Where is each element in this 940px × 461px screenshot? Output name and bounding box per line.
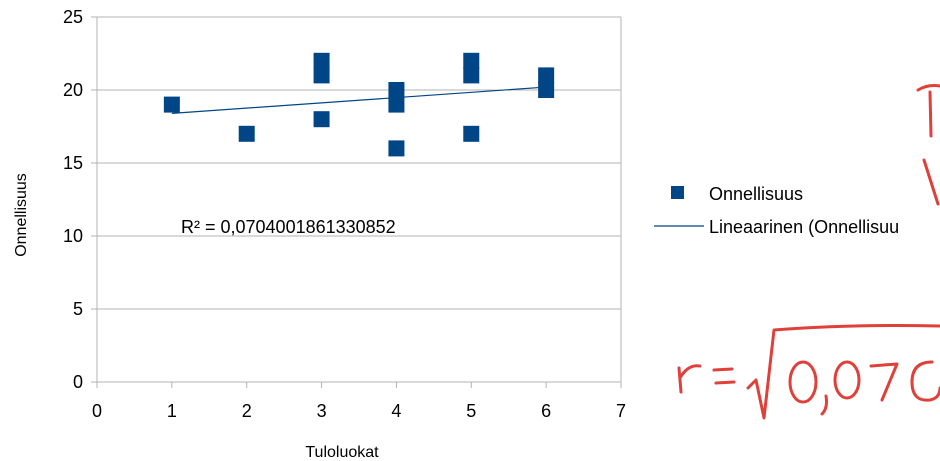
x-tick-label-0: 0 <box>92 401 102 421</box>
x-tick-label-7: 7 <box>616 401 626 421</box>
handwritten-digit-0c <box>910 360 940 402</box>
handwritten-root <box>746 324 940 420</box>
handwritten-digit-7 <box>869 362 899 402</box>
data-point-5 <box>388 82 405 98</box>
data-points <box>163 52 555 157</box>
r-squared-label: R² = 0,0704001861330852 <box>181 217 396 237</box>
data-point-8 <box>463 52 480 69</box>
handwritten-stroke-mid <box>922 158 940 206</box>
data-point-9 <box>463 67 480 84</box>
data-point-2 <box>313 52 330 69</box>
handwritten-equals <box>712 367 736 385</box>
data-point-7 <box>388 140 405 157</box>
y-tick-label-0: 0 <box>73 372 83 392</box>
y-tick-label-10: 10 <box>63 226 83 246</box>
x-tick-label-1: 1 <box>167 401 177 421</box>
tick-labels: 0 5 10 15 20 25 0 1 2 3 4 5 6 7 <box>63 7 626 421</box>
legend-label-trendline: Lineaarinen (Onnellisuu <box>709 217 899 237</box>
y-tick-label-5: 5 <box>73 299 83 319</box>
y-tick-label-15: 15 <box>63 153 83 173</box>
handwritten-r <box>677 364 702 394</box>
data-point-3 <box>313 67 330 84</box>
x-tick-label-6: 6 <box>541 401 551 421</box>
legend-marker-square <box>671 186 684 199</box>
x-axis-title: Tuloluokat <box>305 444 379 461</box>
x-tick-label-2: 2 <box>242 401 252 421</box>
handwritten-digit-0b <box>833 360 861 400</box>
trendline-group <box>171 86 547 114</box>
handwritten-comma <box>820 394 828 416</box>
axes <box>91 16 622 388</box>
y-tick-label-20: 20 <box>63 80 83 100</box>
data-point-12 <box>538 82 555 98</box>
data-point-0 <box>163 96 180 113</box>
x-tick-label-5: 5 <box>466 401 476 421</box>
legend-label-series: Onnellisuus <box>709 184 803 204</box>
x-tick-label-3: 3 <box>317 401 327 421</box>
legend: Onnellisuus Lineaarinen (Onnellisuu <box>654 184 899 237</box>
data-point-11 <box>538 67 555 84</box>
y-axis-title: Onnellisuus <box>13 173 30 257</box>
data-point-1 <box>238 125 255 142</box>
x-tick-label-4: 4 <box>391 401 401 421</box>
data-point-4 <box>313 111 330 128</box>
data-point-10 <box>463 125 480 142</box>
data-point-6 <box>388 96 405 113</box>
y-tick-label-25: 25 <box>63 7 83 27</box>
handwritten-stroke-top <box>916 84 940 138</box>
trendline <box>171 86 547 114</box>
grid-lines <box>97 16 622 382</box>
handwritten-digit-0 <box>788 360 818 404</box>
handwritten-annotation <box>677 84 940 420</box>
